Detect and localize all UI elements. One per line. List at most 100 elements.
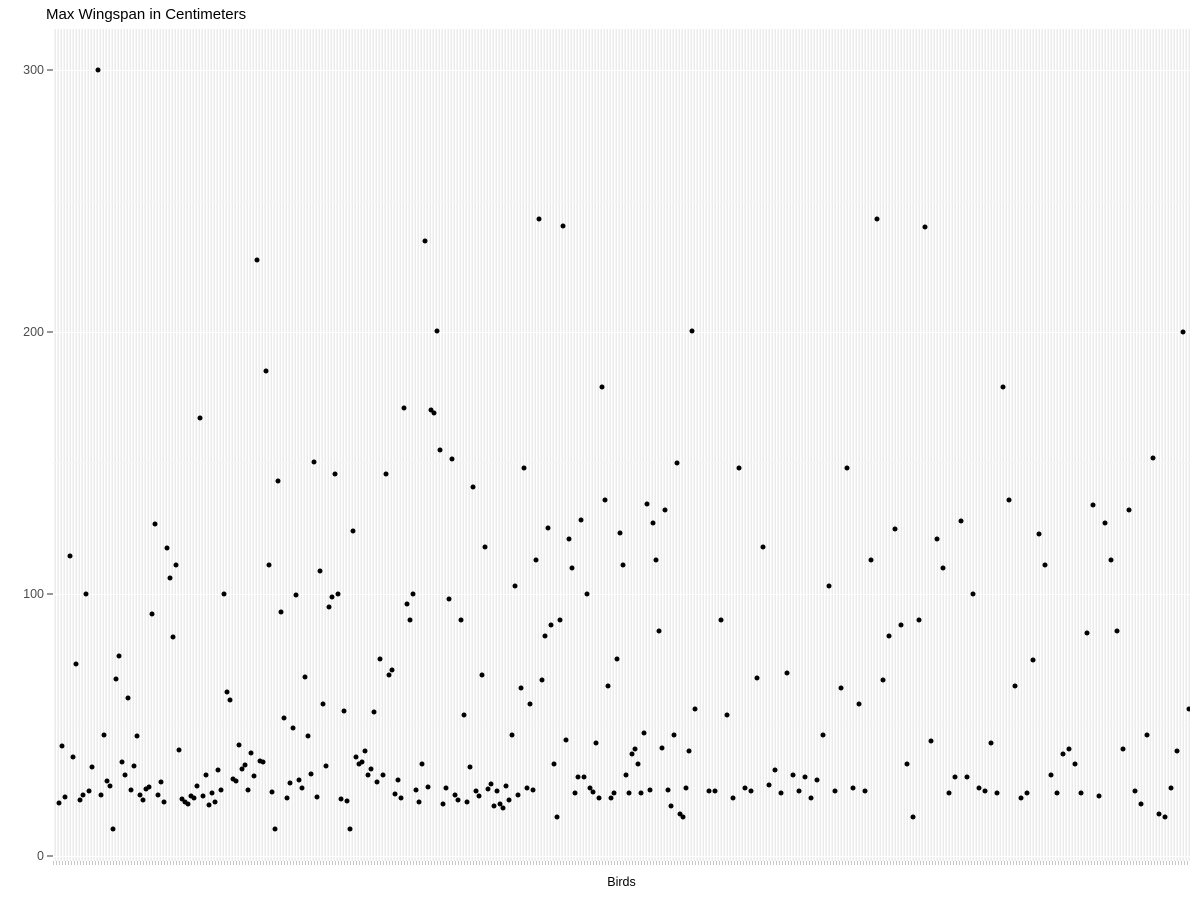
data-point xyxy=(539,677,545,683)
data-point xyxy=(56,800,62,806)
data-point xyxy=(215,767,221,773)
data-point xyxy=(224,689,230,695)
data-point xyxy=(536,216,542,222)
data-point xyxy=(940,565,945,571)
data-point xyxy=(425,784,431,790)
data-point xyxy=(413,787,419,793)
data-point xyxy=(167,575,173,581)
x-axis-tick-marks xyxy=(53,861,1190,865)
data-point xyxy=(203,772,209,778)
data-point xyxy=(542,633,548,639)
data-point xyxy=(503,783,509,789)
data-point xyxy=(772,767,777,773)
data-point xyxy=(554,814,560,820)
data-point xyxy=(476,793,482,799)
data-point xyxy=(128,787,134,793)
data-point xyxy=(533,557,539,563)
data-point xyxy=(392,791,398,797)
data-point xyxy=(161,799,167,805)
gridline-minor-250 xyxy=(53,200,1190,202)
data-point xyxy=(724,712,729,718)
data-point xyxy=(575,774,581,780)
data-point xyxy=(179,796,185,802)
data-point xyxy=(473,788,479,794)
data-point xyxy=(323,763,329,769)
data-point xyxy=(946,790,951,796)
data-point xyxy=(683,785,689,791)
data-point xyxy=(383,471,389,477)
data-point xyxy=(212,799,218,805)
data-point xyxy=(844,465,849,471)
data-point xyxy=(1042,562,1047,568)
data-point xyxy=(641,730,647,736)
data-point xyxy=(308,771,314,777)
data-point xyxy=(164,545,170,551)
data-point xyxy=(86,788,92,794)
data-point xyxy=(644,501,650,507)
data-point xyxy=(446,596,452,602)
data-point xyxy=(778,790,783,796)
data-point xyxy=(802,774,807,780)
data-point xyxy=(784,670,789,676)
data-point xyxy=(1000,384,1005,390)
data-point xyxy=(632,746,638,752)
x-axis-title: Birds xyxy=(607,875,636,889)
data-point xyxy=(656,628,662,634)
data-point xyxy=(269,789,275,795)
data-point xyxy=(437,447,443,453)
data-point xyxy=(952,774,957,780)
data-point xyxy=(137,792,143,798)
data-point xyxy=(671,732,677,738)
data-point xyxy=(368,766,374,772)
data-point xyxy=(320,701,326,707)
data-point xyxy=(674,460,680,466)
data-point xyxy=(461,712,467,718)
data-point xyxy=(730,795,735,801)
data-point xyxy=(808,795,813,801)
data-point xyxy=(850,785,855,791)
data-point xyxy=(242,762,248,768)
data-point xyxy=(299,785,305,791)
data-point xyxy=(67,553,73,559)
data-point xyxy=(623,772,629,778)
data-point xyxy=(548,622,554,628)
data-point xyxy=(1150,455,1155,461)
data-point xyxy=(353,754,359,760)
data-point xyxy=(236,742,242,748)
data-point xyxy=(1012,683,1017,689)
data-point xyxy=(614,656,620,662)
data-point xyxy=(374,779,380,785)
data-point xyxy=(922,224,927,230)
data-point xyxy=(958,518,963,524)
data-point xyxy=(371,709,377,715)
data-point xyxy=(1132,788,1137,793)
data-point xyxy=(1048,772,1053,778)
data-point xyxy=(1054,790,1059,796)
data-point xyxy=(482,544,488,550)
data-point xyxy=(122,772,128,778)
data-point xyxy=(524,785,530,791)
data-point xyxy=(395,777,401,783)
data-point xyxy=(251,773,257,779)
data-point xyxy=(712,788,717,793)
data-point xyxy=(760,544,765,550)
data-point xyxy=(89,764,95,770)
data-point xyxy=(206,802,212,808)
data-point xyxy=(820,732,825,738)
data-point xyxy=(467,764,473,770)
gridline-major-300 xyxy=(53,69,1190,71)
data-point xyxy=(281,715,287,721)
data-point xyxy=(718,617,723,623)
data-point xyxy=(814,777,819,783)
data-point xyxy=(146,784,152,790)
data-point xyxy=(257,758,263,764)
data-point xyxy=(290,725,296,731)
data-point xyxy=(970,591,975,597)
data-point xyxy=(239,766,245,772)
page-title: Max Wingspan in Centimeters xyxy=(46,6,247,23)
data-point xyxy=(560,223,566,229)
data-point xyxy=(110,826,116,832)
data-point xyxy=(245,787,251,793)
data-point xyxy=(1060,751,1065,757)
data-point xyxy=(470,484,476,490)
